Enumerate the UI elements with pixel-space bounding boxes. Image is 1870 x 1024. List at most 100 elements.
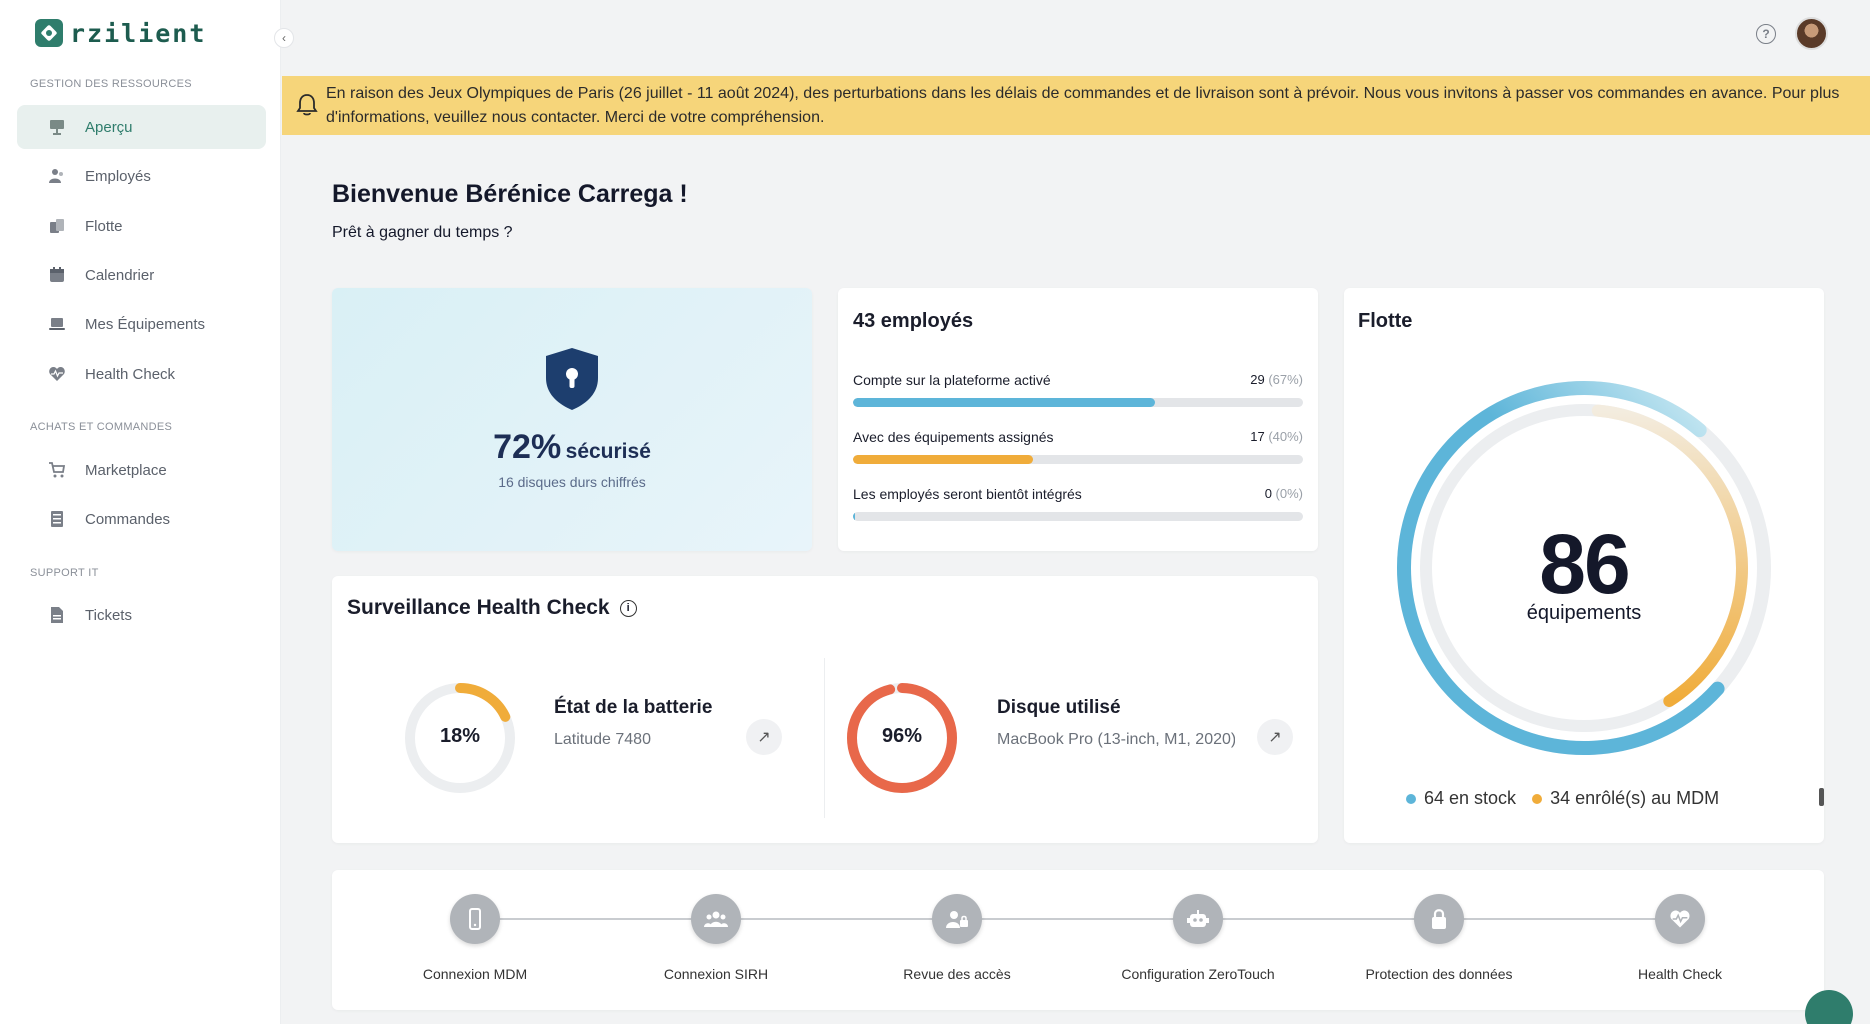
employee-stat-row: Les employés seront bientôt intégrés 0 (… <box>853 486 1303 521</box>
security-card[interactable]: 72% sécurisé 16 disques durs chiffrés <box>332 288 812 551</box>
stat-value: 0 <box>1264 486 1272 501</box>
stat-percent: (0%) <box>1275 486 1303 501</box>
sidebar-item-marketplace[interactable]: Marketplace <box>17 448 266 492</box>
progress-fill <box>853 455 1033 464</box>
phone-icon <box>450 894 500 944</box>
sidebar-item-label: Flotte <box>85 217 123 235</box>
progress-bar <box>853 455 1303 464</box>
sidebar-item-health-check[interactable]: Health Check <box>17 352 266 396</box>
fleet-mdm-arc <box>1591 404 1748 707</box>
legend-dot <box>1532 793 1543 804</box>
sidebar-item-calendrier[interactable]: Calendrier <box>17 253 266 297</box>
sidebar-item-label: Marketplace <box>85 461 167 479</box>
health-check-card: Surveillance Health Check i 18% État de … <box>332 576 1318 843</box>
sidebar-item-label: Aperçu <box>85 118 133 136</box>
lock-icon <box>1414 894 1464 944</box>
brand-name: rzilient <box>70 18 207 48</box>
scrollbar[interactable] <box>1819 788 1824 806</box>
steps-connector <box>475 918 1680 920</box>
legend-label: 34 enrôlé(s) au MDM <box>1550 788 1720 808</box>
stat-percent: (67%) <box>1268 372 1303 387</box>
sidebar-item-employes[interactable]: Employés <box>17 154 266 198</box>
user-avatar[interactable] <box>1795 17 1828 50</box>
user-lock-icon <box>932 894 982 944</box>
page-title: Bienvenue Bérénice Carrega ! <box>332 180 688 208</box>
legend-item-stock: 64 en stock <box>1406 788 1516 809</box>
step-label: Health Check <box>1637 966 1723 982</box>
help-icon[interactable]: ? <box>1756 24 1776 44</box>
banner-text: En raison des Jeux Olympiques de Paris (… <box>326 84 1840 126</box>
fleet-count: 86 <box>1539 517 1630 611</box>
sidebar-item-equipements[interactable]: Mes Équipements <box>17 302 266 346</box>
sidebar-item-label: Calendrier <box>85 266 155 284</box>
battery-value: 18% <box>439 725 481 747</box>
step-sirh[interactable]: Connexion SIRH <box>616 894 816 982</box>
disk-value: 96% <box>881 725 923 747</box>
disk-device: MacBook Pro (13-inch, M1, 2020) <box>997 731 1235 748</box>
sidebar-item-flotte[interactable]: Flotte <box>17 204 266 248</box>
logo[interactable]: rzilient <box>34 18 206 48</box>
disk-gauge <box>847 683 957 793</box>
fleet-title: Flotte <box>1358 310 1413 332</box>
heart-icon <box>1655 894 1705 944</box>
employees-card[interactable]: 43 employés Compte sur la plateforme act… <box>838 288 1318 551</box>
step-label: Configuration ZeroTouch <box>1121 966 1275 982</box>
step-label: Protection des données <box>1365 966 1513 982</box>
shield-icon <box>546 348 598 410</box>
announcement-banner: En raison des Jeux Olympiques de Paris (… <box>282 76 1870 135</box>
step-data-protection[interactable]: Protection des données <box>1339 894 1539 982</box>
fleet-stock-arc <box>1397 381 1725 755</box>
sidebar-item-label: Employés <box>85 167 151 185</box>
employee-stat-row: Avec des équipements assignés 17 (40%) <box>853 429 1303 464</box>
progress-bar <box>853 512 1303 521</box>
onboarding-steps: Connexion MDM Connexion SIRH Revue des a… <box>332 870 1824 1010</box>
sidebar-item-label: Tickets <box>85 606 132 624</box>
sidebar-item-label: Health Check <box>85 365 176 383</box>
employees-icon <box>47 166 67 186</box>
battery-gauge-arc <box>405 683 515 793</box>
users-icon <box>691 894 741 944</box>
security-percent: 72% <box>493 428 562 466</box>
progress-fill <box>853 512 855 521</box>
security-label: sécurisé <box>565 440 651 463</box>
stat-percent: (40%) <box>1268 429 1303 444</box>
sidebar-item-label: Mes Équipements <box>85 315 206 333</box>
disk-gauge-arc <box>847 683 957 793</box>
sidebar-item-label: Commandes <box>85 510 171 528</box>
employees-title: 43 employés <box>853 310 974 332</box>
health-check-title: Surveillance Health Check i <box>347 596 637 620</box>
legend-item-mdm: 34 enrôlé(s) au MDM <box>1532 788 1719 809</box>
progress-fill <box>853 398 1155 407</box>
fleet-legend: 64 en stock 34 enrôlé(s) au MDM <box>1406 788 1719 809</box>
stat-value: 29 <box>1250 372 1265 387</box>
orders-icon <box>47 509 67 529</box>
health-check-title-text: Surveillance Health Check <box>347 596 610 619</box>
security-summary: 72% sécurisé <box>332 428 812 467</box>
info-icon[interactable]: i <box>619 599 637 617</box>
battery-gauge <box>405 683 515 793</box>
divider <box>824 658 825 818</box>
chat-button[interactable] <box>1805 990 1853 1024</box>
security-sub: 16 disques durs chiffrés <box>498 474 646 490</box>
stat-label: Les employés seront bientôt intégrés <box>853 486 1082 502</box>
step-access-review[interactable]: Revue des accès <box>857 894 1057 982</box>
section-purchases: ACHATS ET COMMANDES <box>30 421 173 433</box>
sidebar-item-tickets[interactable]: Tickets <box>17 593 266 637</box>
calendar-icon <box>47 265 67 285</box>
collapse-sidebar-button[interactable]: ‹ <box>274 28 294 48</box>
sidebar-item-commandes[interactable]: Commandes <box>17 497 266 541</box>
employee-stat-row: Compte sur la plateforme activé 29 (67%) <box>853 372 1303 407</box>
open-disk-arrow-icon[interactable]: ↗ <box>1257 719 1293 755</box>
legend-dot <box>1406 793 1416 804</box>
open-battery-arrow-icon[interactable]: ↗ <box>746 719 782 755</box>
step-label: Connexion SIRH <box>663 966 769 982</box>
step-mdm[interactable]: Connexion MDM <box>375 894 575 982</box>
sidebar-item-apercu[interactable]: Aperçu <box>17 105 266 149</box>
section-support: SUPPORT IT <box>30 567 99 579</box>
fleet-card[interactable]: Flotte 86 équipements 64 en stock 34 enr… <box>1344 288 1824 843</box>
progress-bar <box>853 398 1303 407</box>
page-subtitle: Prêt à gagner du temps ? <box>332 224 513 241</box>
step-health-check[interactable]: Health Check <box>1580 894 1780 982</box>
ticket-icon <box>47 605 67 625</box>
step-zerotouch[interactable]: Configuration ZeroTouch <box>1098 894 1298 982</box>
